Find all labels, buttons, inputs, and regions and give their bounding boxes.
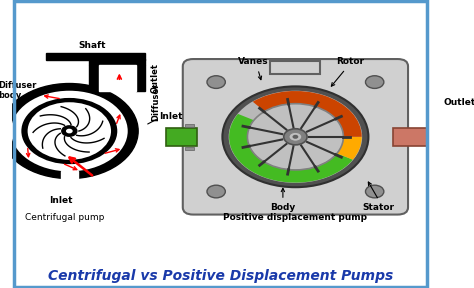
Text: Inlet: Inlet — [159, 112, 182, 121]
Circle shape — [284, 129, 307, 145]
Circle shape — [21, 98, 117, 164]
Text: Outlet: Outlet — [444, 98, 474, 107]
Text: Rotor: Rotor — [336, 57, 364, 66]
FancyBboxPatch shape — [185, 124, 194, 127]
Circle shape — [292, 135, 298, 139]
Text: Centrifugal pump: Centrifugal pump — [26, 213, 105, 222]
Text: Stator: Stator — [363, 203, 395, 212]
Text: Centrifugal vs Positive Displacement Pumps: Centrifugal vs Positive Displacement Pum… — [48, 269, 393, 283]
Circle shape — [11, 91, 128, 171]
Text: Body: Body — [270, 203, 295, 212]
Polygon shape — [89, 59, 145, 65]
FancyBboxPatch shape — [185, 147, 194, 150]
FancyBboxPatch shape — [166, 128, 197, 146]
Wedge shape — [229, 114, 353, 183]
Polygon shape — [99, 65, 136, 91]
Text: Diffuser: Diffuser — [151, 83, 160, 122]
Circle shape — [365, 76, 384, 88]
Circle shape — [228, 91, 362, 183]
Circle shape — [222, 86, 368, 187]
FancyBboxPatch shape — [393, 128, 431, 146]
Text: Inlet: Inlet — [49, 196, 73, 205]
Polygon shape — [89, 65, 99, 91]
FancyBboxPatch shape — [183, 59, 408, 215]
Text: Diffuser
body: Diffuser body — [0, 81, 37, 101]
Circle shape — [27, 102, 111, 160]
Wedge shape — [295, 137, 362, 160]
Circle shape — [365, 185, 384, 198]
Circle shape — [0, 84, 138, 179]
FancyBboxPatch shape — [270, 61, 320, 74]
Polygon shape — [46, 53, 145, 60]
Text: Positive displacement pump: Positive displacement pump — [223, 213, 367, 222]
Polygon shape — [61, 171, 78, 179]
Circle shape — [289, 132, 302, 141]
Wedge shape — [253, 91, 362, 137]
Circle shape — [247, 104, 343, 170]
Circle shape — [62, 126, 77, 136]
Text: Shaft: Shaft — [79, 41, 106, 50]
Polygon shape — [136, 65, 145, 91]
Ellipse shape — [430, 129, 440, 145]
Text: Outlet: Outlet — [151, 63, 160, 93]
Text: Vanes: Vanes — [238, 57, 269, 66]
Circle shape — [66, 129, 73, 133]
Circle shape — [207, 76, 225, 88]
Circle shape — [207, 185, 225, 198]
